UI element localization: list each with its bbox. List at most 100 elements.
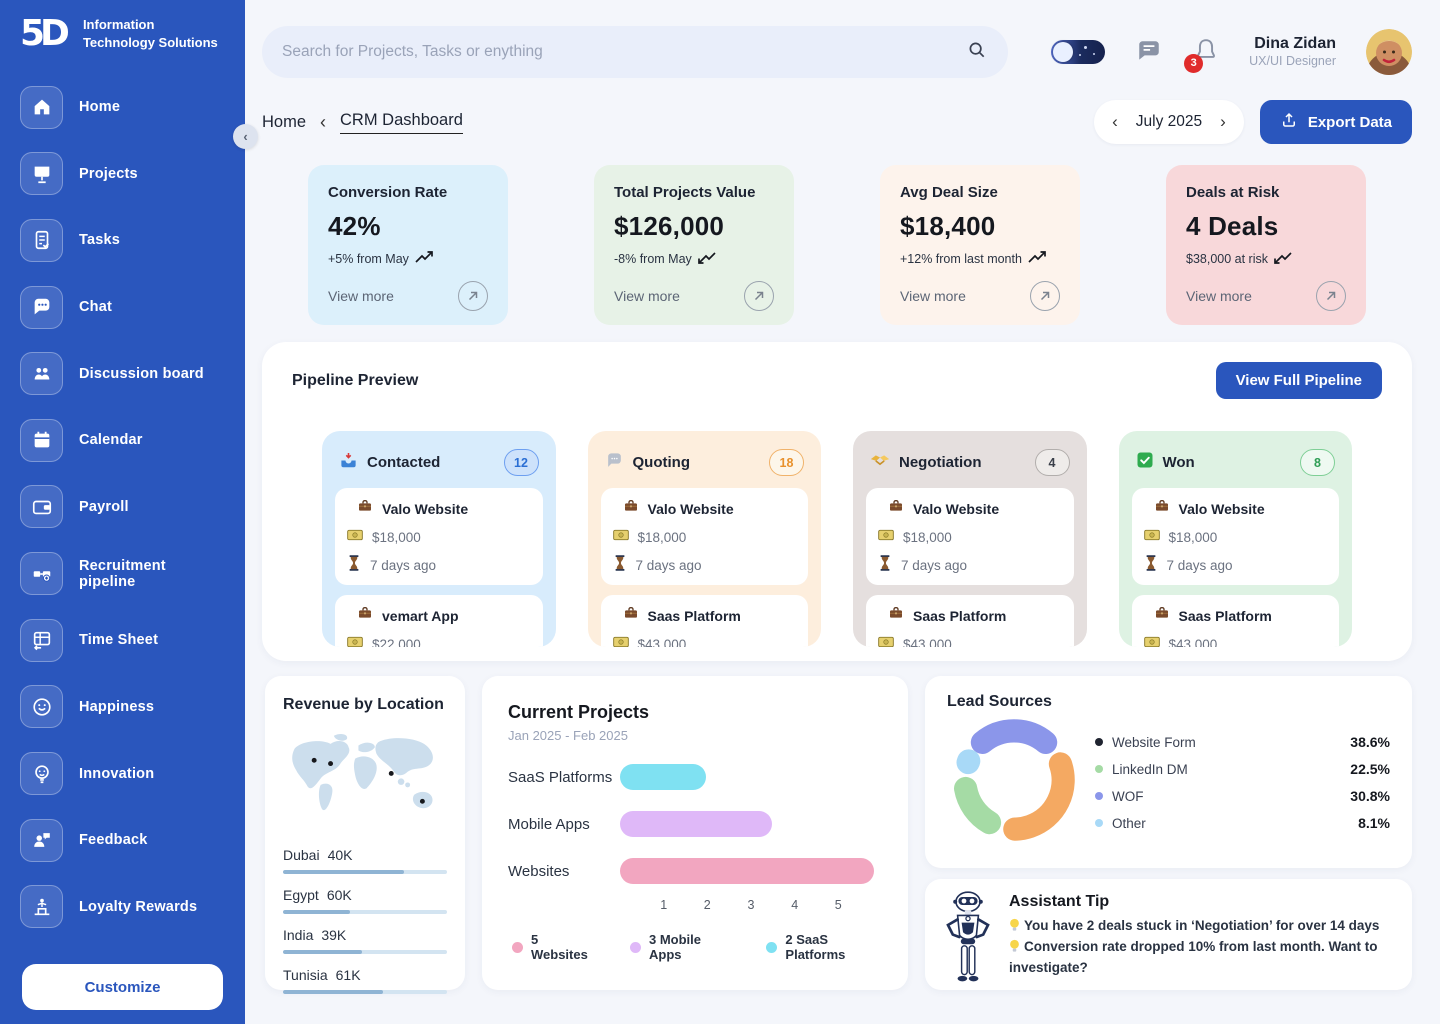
assistant-tip-title: Assistant Tip [1009, 893, 1110, 910]
sidebar-item-calendar[interactable]: Calendar [20, 418, 225, 462]
legend-dot [766, 941, 778, 953]
podium-winner-icon [20, 885, 63, 929]
deal-card[interactable]: Valo Website $18,000 7 days ago [866, 488, 1074, 585]
location-row-tunisia: Tunisia 61K [283, 967, 447, 994]
sidebar-item-chat[interactable]: Chat [20, 285, 225, 329]
search-input[interactable] [282, 43, 966, 61]
breadcrumb-home[interactable]: Home [262, 112, 307, 131]
search-icon[interactable] [966, 39, 988, 66]
sidebar-item-label: Projects [79, 165, 138, 182]
sidebar-item-loyalty-rewards[interactable]: Loyalty Rewards [20, 885, 225, 929]
breadcrumb-current[interactable]: CRM Dashboard [340, 111, 463, 134]
bell-icon [1193, 36, 1219, 69]
sidebar-item-label: Recruitment pipeline [79, 557, 166, 590]
page-header: Home ‹ CRM Dashboard ‹ July 2025 › Expor… [262, 100, 1412, 144]
sidebar-item-label: Tasks [79, 232, 121, 249]
avatar[interactable] [1366, 29, 1412, 75]
stat-title: Total Projects Value [614, 184, 756, 201]
location-name: Egypt [283, 887, 319, 903]
open-arrow-button[interactable] [1316, 281, 1346, 311]
lightbulb-face-icon [20, 752, 63, 796]
sidebar-collapse-button[interactable]: ‹ [233, 124, 258, 149]
location-name: Dubai [283, 847, 320, 863]
deal-name: Saas Platform [647, 607, 741, 624]
deal-value: $18,000 [903, 529, 952, 545]
current-projects-subtitle: Jan 2025 - Feb 2025 [508, 728, 628, 743]
main-content: 3 Dina Zidan UX/UI Designer Home ‹ CRM D… [245, 0, 1440, 1024]
deal-card[interactable]: Valo Website $18,000 7 days ago [335, 488, 543, 585]
briefcase-icon [888, 498, 904, 519]
sidebar-item-innovation[interactable]: Innovation [20, 752, 225, 796]
upload-icon [1280, 111, 1298, 133]
x-tick: 3 [747, 898, 755, 912]
deal-name: Valo Website [913, 500, 1000, 517]
hourglass-icon [878, 555, 892, 576]
deal-card[interactable]: vemart App $22,000 [335, 595, 543, 647]
deal-age: 7 days ago [635, 558, 702, 573]
sidebar-item-feedback[interactable]: Feedback [20, 818, 225, 862]
revenue-title: Revenue by Location [283, 696, 444, 713]
sidebar-item-home[interactable]: Home [20, 85, 225, 129]
view-full-pipeline-button[interactable]: View Full Pipeline [1215, 362, 1382, 399]
topbar: 3 Dina Zidan UX/UI Designer [262, 26, 1412, 78]
x-tick: 4 [791, 898, 799, 912]
bar-saas-platforms [620, 764, 707, 790]
stat-title: Deals at Risk [1186, 184, 1280, 201]
sidebar-item-recruitment-pipeline[interactable]: Recruitment pipeline [20, 552, 225, 596]
sidebar-item-discussion-board[interactable]: Discussion board [20, 352, 225, 396]
bar-row-websites: Websites [508, 858, 882, 884]
deal-card[interactable]: Saas Platform $43,000 [866, 595, 1074, 647]
lead-row-other: Other 8.1% [1095, 815, 1390, 831]
pipeline-column-name: Contacted [367, 454, 441, 471]
speech-balloon-icon [605, 451, 624, 475]
location-bar [283, 910, 447, 914]
open-arrow-button[interactable] [1030, 281, 1060, 311]
customize-button[interactable]: Customize [22, 964, 223, 1010]
sidebar-item-label: Time Sheet [79, 632, 159, 649]
deal-name: Saas Platform [1178, 607, 1272, 624]
handshake-icon [870, 452, 890, 473]
check-box-icon [1136, 451, 1154, 474]
export-data-button[interactable]: Export Data [1259, 100, 1412, 144]
messages-button[interactable] [1135, 38, 1163, 67]
deal-card[interactable]: Saas Platform $43,000 [600, 595, 808, 647]
view-more-link[interactable]: View more [900, 288, 966, 304]
deal-age: 7 days ago [370, 558, 437, 573]
location-bar [283, 950, 447, 954]
deal-name: Valo Website [1178, 500, 1265, 517]
dark-mode-toggle[interactable] [1051, 40, 1106, 64]
user-info[interactable]: Dina Zidan UX/UI Designer [1249, 34, 1336, 70]
stat-delta: -8% from May [614, 252, 692, 266]
sidebar-item-projects[interactable]: Projects [20, 152, 225, 196]
bar-row-mobile: Mobile Apps [508, 811, 882, 837]
lead-label: Website Form [1112, 734, 1196, 750]
search-bar[interactable] [262, 26, 1008, 78]
deal-card[interactable]: Saas Platform $43,000 [1131, 595, 1339, 647]
sidebar-item-happiness[interactable]: Happiness [20, 685, 225, 729]
deal-age: 7 days ago [901, 558, 968, 573]
deal-card[interactable]: Valo Website $18,000 7 days ago [600, 488, 808, 585]
period-selector[interactable]: ‹ July 2025 › [1094, 100, 1244, 144]
lead-pct: 30.8% [1350, 788, 1390, 804]
count-badge: 4 [1034, 449, 1070, 476]
stat-card-deals-at-risk: Deals at Risk 4 Deals $38,000 at risk Vi… [1166, 165, 1366, 325]
location-name: India [283, 927, 314, 943]
view-more-link[interactable]: View more [1186, 288, 1252, 304]
lead-label: LinkedIn DM [1112, 761, 1188, 777]
view-more-link[interactable]: View more [614, 288, 680, 304]
star-dot [1093, 53, 1096, 55]
location-row-india: India 39K [283, 927, 447, 954]
sidebar-item-tasks[interactable]: Tasks [20, 218, 225, 262]
notification-count-badge: 3 [1184, 53, 1204, 73]
previous-month-button[interactable]: ‹ [1112, 112, 1118, 131]
presentation-icon [20, 152, 63, 196]
next-month-button[interactable]: › [1220, 112, 1226, 131]
view-more-link[interactable]: View more [328, 288, 394, 304]
chevron-left-icon: ‹ [320, 111, 327, 132]
notifications-button[interactable]: 3 [1184, 36, 1219, 73]
open-arrow-button[interactable] [744, 281, 774, 311]
sidebar-item-time-sheet[interactable]: Time Sheet [20, 618, 225, 662]
open-arrow-button[interactable] [458, 281, 488, 311]
deal-card[interactable]: Valo Website $18,000 7 days ago [1131, 488, 1339, 585]
sidebar-item-payroll[interactable]: Payroll [20, 485, 225, 529]
